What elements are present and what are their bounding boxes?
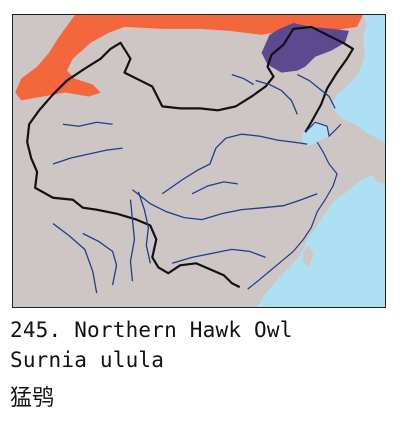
southwest-border	[26, 109, 241, 289]
river-west	[52, 147, 123, 165]
coastline	[247, 121, 342, 290]
river-west-2	[62, 121, 113, 127]
island-taiwan	[303, 245, 314, 268]
river-northeast-2	[255, 79, 298, 115]
island-east	[370, 156, 385, 184]
species-number-and-name: 245. Northern Hawk Owl	[10, 318, 293, 342]
river-southwest-3	[82, 232, 118, 286]
chinese-name: 猛鸮	[10, 386, 55, 411]
river-southwest-2	[129, 199, 136, 282]
river-southwest-4	[52, 223, 98, 294]
river-yangtze	[132, 189, 318, 221]
river-north	[231, 73, 254, 86]
scientific-name: Surnia ulula	[10, 348, 165, 372]
river-yellow	[161, 133, 308, 195]
range-orange	[15, 15, 363, 101]
river-south	[171, 248, 266, 264]
river-southwest-1	[137, 191, 151, 264]
peninsula	[341, 124, 361, 161]
land	[13, 15, 385, 307]
range-map	[12, 14, 386, 308]
national-border	[38, 25, 355, 133]
river-northeast	[297, 74, 336, 109]
river-tributary	[191, 181, 238, 195]
island-hainan	[217, 291, 236, 307]
